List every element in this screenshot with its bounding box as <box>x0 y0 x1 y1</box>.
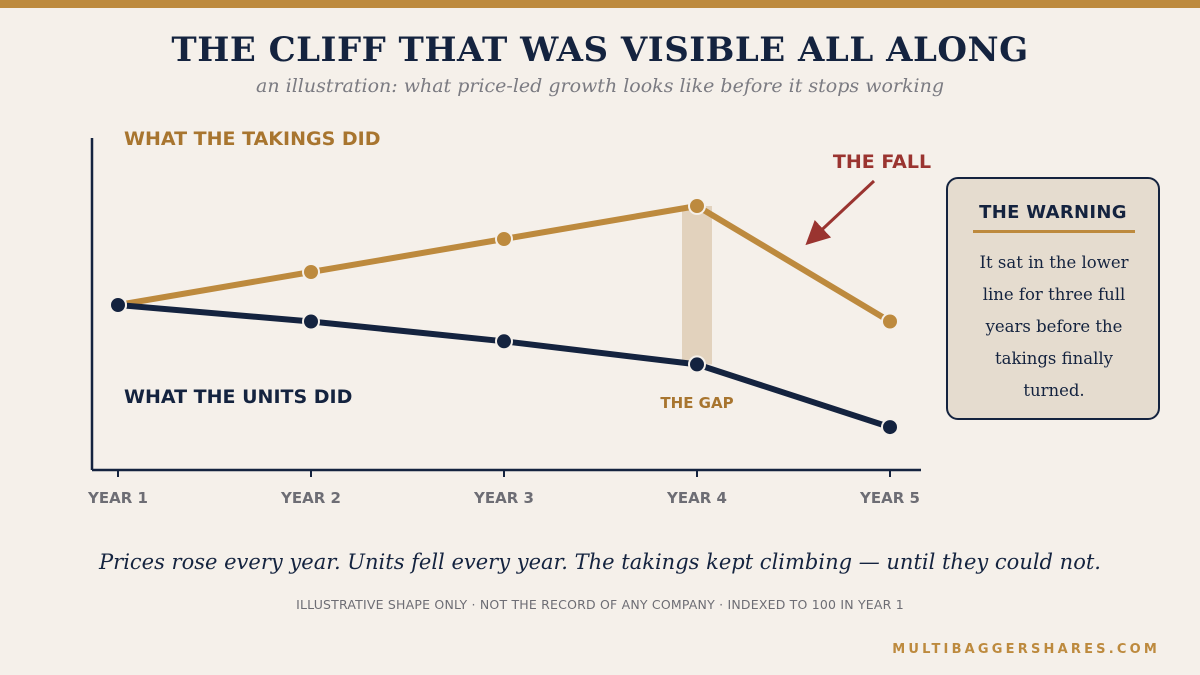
series-label-1: WHAT THE UNITS DID <box>124 386 352 408</box>
x-tick-label: YEAR 3 <box>473 489 534 507</box>
gap-band <box>682 206 712 365</box>
page-title: THE CLIFF THAT WAS VISIBLE ALL ALONG <box>171 30 1029 70</box>
series-1-point <box>688 355 706 374</box>
series-0-point <box>302 263 320 281</box>
series-label-0: WHAT THE TAKINGS DID <box>124 128 381 150</box>
series-1-point <box>109 296 127 314</box>
series-0-point <box>495 230 513 248</box>
warning-body: It sat in the lower line for three full … <box>979 253 1129 400</box>
series-0-point <box>881 312 899 331</box>
series-0-point <box>688 197 706 215</box>
fall-arrow <box>805 179 876 246</box>
series-1-point <box>495 332 513 351</box>
gap-label: THE GAP <box>660 394 733 412</box>
series-1-point <box>881 418 899 437</box>
series-line-1 <box>115 302 893 431</box>
page-subtitle: an illustration: what price-led growth l… <box>256 75 944 97</box>
series-1-point <box>302 312 320 331</box>
x-tick-label: YEAR 2 <box>280 489 341 507</box>
series-line-0 <box>115 203 893 325</box>
footnote: ILLUSTRATIVE SHAPE ONLY · NOT THE RECORD… <box>296 597 904 612</box>
chart-caption: Prices rose every year. Units fell every… <box>99 550 1101 574</box>
warning-divider <box>973 230 1135 233</box>
warning-callout: THE WARNING It sat in the lower line for… <box>946 177 1160 420</box>
warning-title: THE WARNING <box>979 202 1127 223</box>
site-brand: MULTIBAGGERSHARES.COM <box>892 642 1160 657</box>
x-tick-label: YEAR 5 <box>859 489 920 507</box>
top-accent-bar <box>0 0 1200 8</box>
x-tick-label: YEAR 4 <box>666 489 727 507</box>
fall-label: THE FALL <box>833 151 931 173</box>
x-tick-label: YEAR 1 <box>87 489 148 507</box>
